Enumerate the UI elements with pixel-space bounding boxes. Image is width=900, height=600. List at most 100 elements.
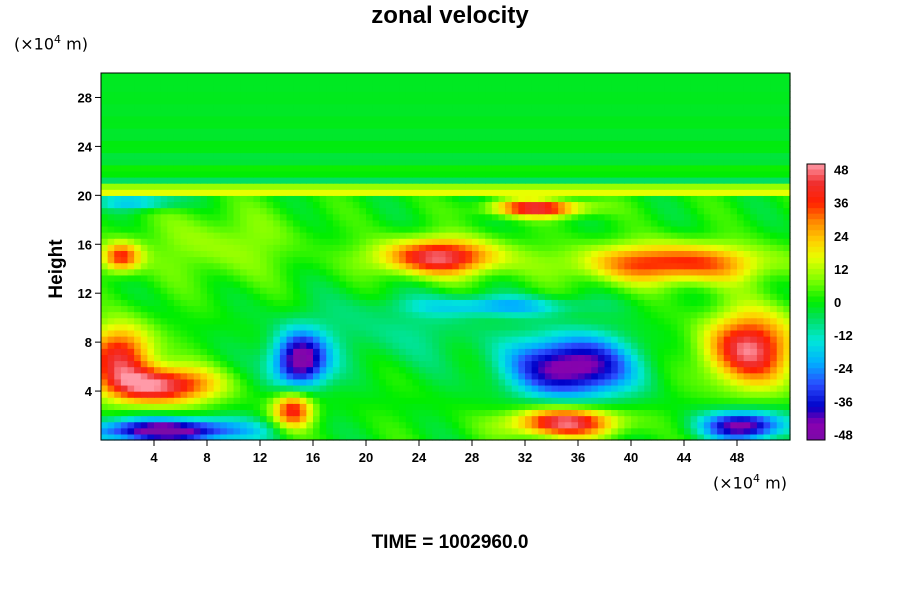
heatmap-cell: [120, 146, 129, 154]
heatmap-cell: [399, 305, 407, 313]
heatmap-cell: [737, 183, 745, 190]
heatmap-cell: [319, 280, 327, 288]
heatmap-cell: [525, 421, 533, 429]
heatmap-cell: [213, 201, 221, 209]
heatmap-cell: [313, 195, 321, 203]
heatmap-cell: [432, 305, 440, 313]
heatmap-cell: [385, 342, 394, 349]
heatmap-cell: [432, 366, 440, 374]
heatmap-cell: [776, 287, 784, 294]
heatmap-cell: [597, 397, 606, 404]
heatmap-cell: [498, 232, 506, 239]
heatmap-cell: [359, 207, 367, 215]
heatmap-cell: [737, 274, 745, 282]
heatmap-cell: [723, 336, 731, 343]
heatmap-cell: [226, 299, 235, 307]
heatmap-cell: [750, 152, 758, 160]
heatmap-cell: [366, 219, 374, 227]
heatmap-cell: [260, 201, 268, 209]
heatmap-cell: [266, 415, 274, 423]
heatmap-cell: [405, 268, 413, 276]
heatmap-cell: [392, 274, 400, 282]
heatmap-cell: [690, 207, 698, 215]
heatmap-cell: [419, 293, 427, 300]
heatmap-cell: [551, 195, 559, 203]
heatmap-cell: [723, 232, 731, 239]
heatmap-cell: [127, 256, 135, 264]
heatmap-cell: [776, 311, 784, 319]
heatmap-cell: [544, 348, 553, 355]
heatmap-cell: [366, 176, 374, 184]
heatmap-cell: [438, 305, 447, 313]
heatmap-cell: [246, 384, 254, 392]
heatmap-cell: [664, 189, 672, 196]
heatmap-cell: [478, 427, 486, 435]
heatmap-cell: [703, 280, 712, 288]
heatmap-cell: [505, 299, 513, 307]
heatmap-cell: [346, 183, 354, 190]
heatmap-cell: [266, 427, 274, 435]
heatmap-cell: [670, 421, 678, 429]
heatmap-cell: [491, 207, 500, 215]
heatmap-cell: [438, 293, 447, 300]
heatmap-cell: [505, 219, 513, 227]
heatmap-cell: [677, 213, 685, 221]
heatmap-cell: [147, 342, 155, 349]
heatmap-cell: [578, 183, 586, 190]
heatmap-cell: [763, 164, 771, 172]
heatmap-cell: [279, 409, 288, 417]
heatmap-cell: [564, 397, 572, 404]
heatmap-cell: [246, 323, 254, 331]
heatmap-cell: [359, 219, 367, 227]
heatmap-cell: [525, 384, 533, 392]
heatmap-cell: [279, 421, 288, 429]
heatmap-cell: [127, 274, 135, 282]
heatmap-cell: [299, 378, 307, 386]
heatmap-cell: [187, 170, 195, 178]
heatmap-cell: [584, 329, 592, 337]
heatmap-cell: [551, 311, 559, 319]
heatmap-cell: [220, 427, 228, 435]
heatmap-cell: [531, 164, 539, 172]
heatmap-cell: [498, 176, 506, 184]
heatmap-cell: [419, 403, 427, 411]
heatmap-cell: [399, 207, 407, 215]
heatmap-cell: [273, 366, 281, 374]
heatmap-cell: [233, 397, 241, 404]
heatmap-cell: [611, 342, 619, 349]
heatmap-cell: [664, 164, 672, 172]
heatmap-cell: [286, 427, 294, 435]
heatmap-cell: [491, 189, 500, 196]
heatmap-cell: [273, 299, 281, 307]
heatmap-cell: [670, 256, 678, 264]
heatmap-cell: [405, 183, 413, 190]
heatmap-cell: [425, 158, 433, 166]
heatmap-cell: [134, 287, 142, 294]
heatmap-cell: [167, 421, 175, 429]
heatmap-cell: [253, 195, 261, 203]
heatmap-cell: [313, 232, 321, 239]
heatmap-cell: [578, 219, 586, 227]
heatmap-cell: [425, 317, 433, 325]
heatmap-cell: [213, 274, 221, 282]
heatmap-cell: [286, 360, 294, 368]
heatmap-cell: [604, 232, 612, 239]
heatmap-cell: [167, 164, 175, 172]
heatmap-cell: [438, 317, 447, 325]
heatmap-cell: [372, 256, 380, 264]
heatmap-cell: [107, 268, 115, 276]
heatmap-cell: [180, 409, 188, 417]
heatmap-cell: [220, 195, 228, 203]
heatmap-cell: [273, 293, 281, 300]
heatmap-cell: [631, 372, 639, 380]
heatmap-cell: [359, 250, 367, 258]
heatmap-cell: [140, 354, 148, 362]
heatmap-cell: [591, 176, 599, 184]
heatmap-cell: [684, 311, 692, 319]
heatmap-cell: [240, 391, 248, 398]
heatmap-cell: [531, 250, 539, 258]
heatmap-cell: [366, 262, 374, 270]
heatmap-cell: [160, 415, 168, 423]
heatmap-cell: [756, 219, 765, 227]
heatmap-cell: [134, 354, 142, 362]
